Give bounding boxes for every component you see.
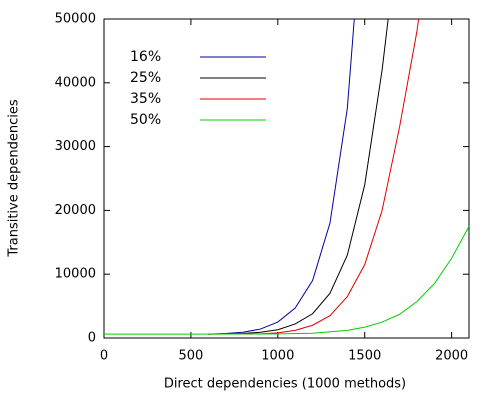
y-tick-label: 10000 [55,267,96,282]
y-tick-label: 50000 [55,12,96,27]
x-tick-label: 500 [178,349,203,364]
x-tick-label: 1500 [348,349,381,364]
plot-frame [103,18,470,339]
legend-label: 50% [130,112,161,128]
data-line [208,18,420,335]
y-tick-label: 40000 [55,75,96,90]
x-tick-label: 2000 [435,349,468,364]
x-tick-label: 1000 [261,349,294,364]
x-tick-label: 0 [100,349,108,364]
legend-label: 16% [130,49,161,65]
x-axis-label: Direct dependencies (1000 methods) [164,377,406,392]
data-line [104,226,470,335]
data-line [208,18,355,335]
legend-label: 25% [130,70,161,86]
legend-label: 35% [130,91,161,107]
y-axis-label: Transitive dependencies [7,99,22,257]
y-tick-label: 20000 [55,203,96,218]
y-tick-label: 0 [88,331,96,346]
data-line [208,18,389,335]
y-tick-label: 30000 [55,139,96,154]
